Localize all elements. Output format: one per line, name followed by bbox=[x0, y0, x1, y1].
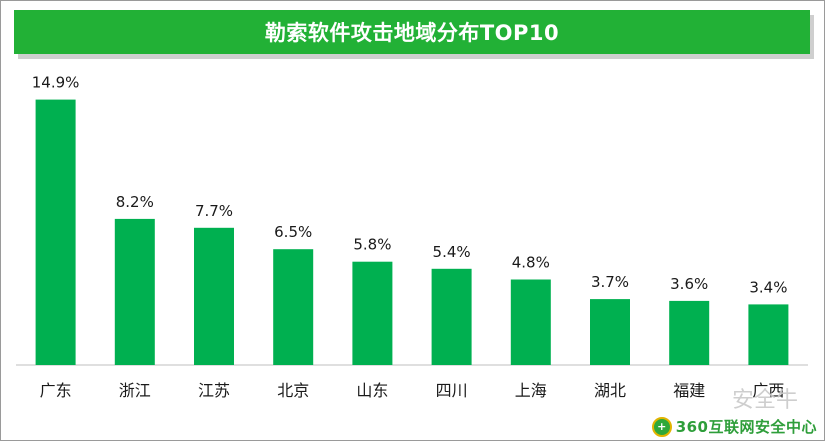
bar-8 bbox=[669, 300, 710, 365]
chart-title: 勒索软件攻击地域分布TOP10 bbox=[264, 21, 560, 45]
watermark-stamp: 安全牛 bbox=[732, 388, 799, 413]
category-label-5: 四川 bbox=[436, 381, 468, 400]
value-label-3: 6.5% bbox=[274, 223, 312, 241]
bar-6 bbox=[510, 279, 551, 365]
category-label-0: 广东 bbox=[40, 381, 72, 400]
category-label-9: 广西 bbox=[752, 381, 784, 400]
value-label-9: 3.4% bbox=[749, 278, 787, 296]
watermark: + 360互联网安全中心 bbox=[651, 416, 817, 437]
category-label-6: 上海 bbox=[515, 381, 547, 400]
value-label-1: 8.2% bbox=[116, 193, 154, 211]
title-bar: 勒索软件攻击地域分布TOP10 bbox=[14, 10, 810, 54]
bar-2 bbox=[194, 227, 234, 365]
bar-7 bbox=[590, 299, 630, 365]
bar-4 bbox=[352, 261, 393, 365]
value-label-6: 4.8% bbox=[512, 254, 550, 272]
bar-0 bbox=[35, 99, 76, 365]
category-label-1: 浙江 bbox=[119, 381, 151, 400]
category-label-8: 福建 bbox=[673, 381, 705, 400]
bar-3 bbox=[273, 249, 314, 365]
value-label-8: 3.6% bbox=[670, 275, 708, 293]
category-label-2: 江苏 bbox=[198, 381, 230, 400]
category-label-7: 湖北 bbox=[594, 381, 626, 400]
bar-1 bbox=[114, 218, 155, 365]
category-label-4: 山东 bbox=[356, 381, 388, 400]
value-label-0: 14.9% bbox=[32, 74, 80, 92]
value-label-2: 7.7% bbox=[195, 202, 233, 220]
bar-5 bbox=[431, 268, 472, 365]
value-label-4: 5.8% bbox=[353, 236, 391, 254]
bar-9 bbox=[748, 304, 789, 365]
value-label-5: 5.4% bbox=[433, 243, 471, 261]
shield-logo-icon: + bbox=[651, 416, 672, 437]
watermark-text: 360互联网安全中心 bbox=[675, 418, 817, 436]
category-label-3: 北京 bbox=[277, 381, 309, 400]
value-label-7: 3.7% bbox=[591, 273, 629, 291]
